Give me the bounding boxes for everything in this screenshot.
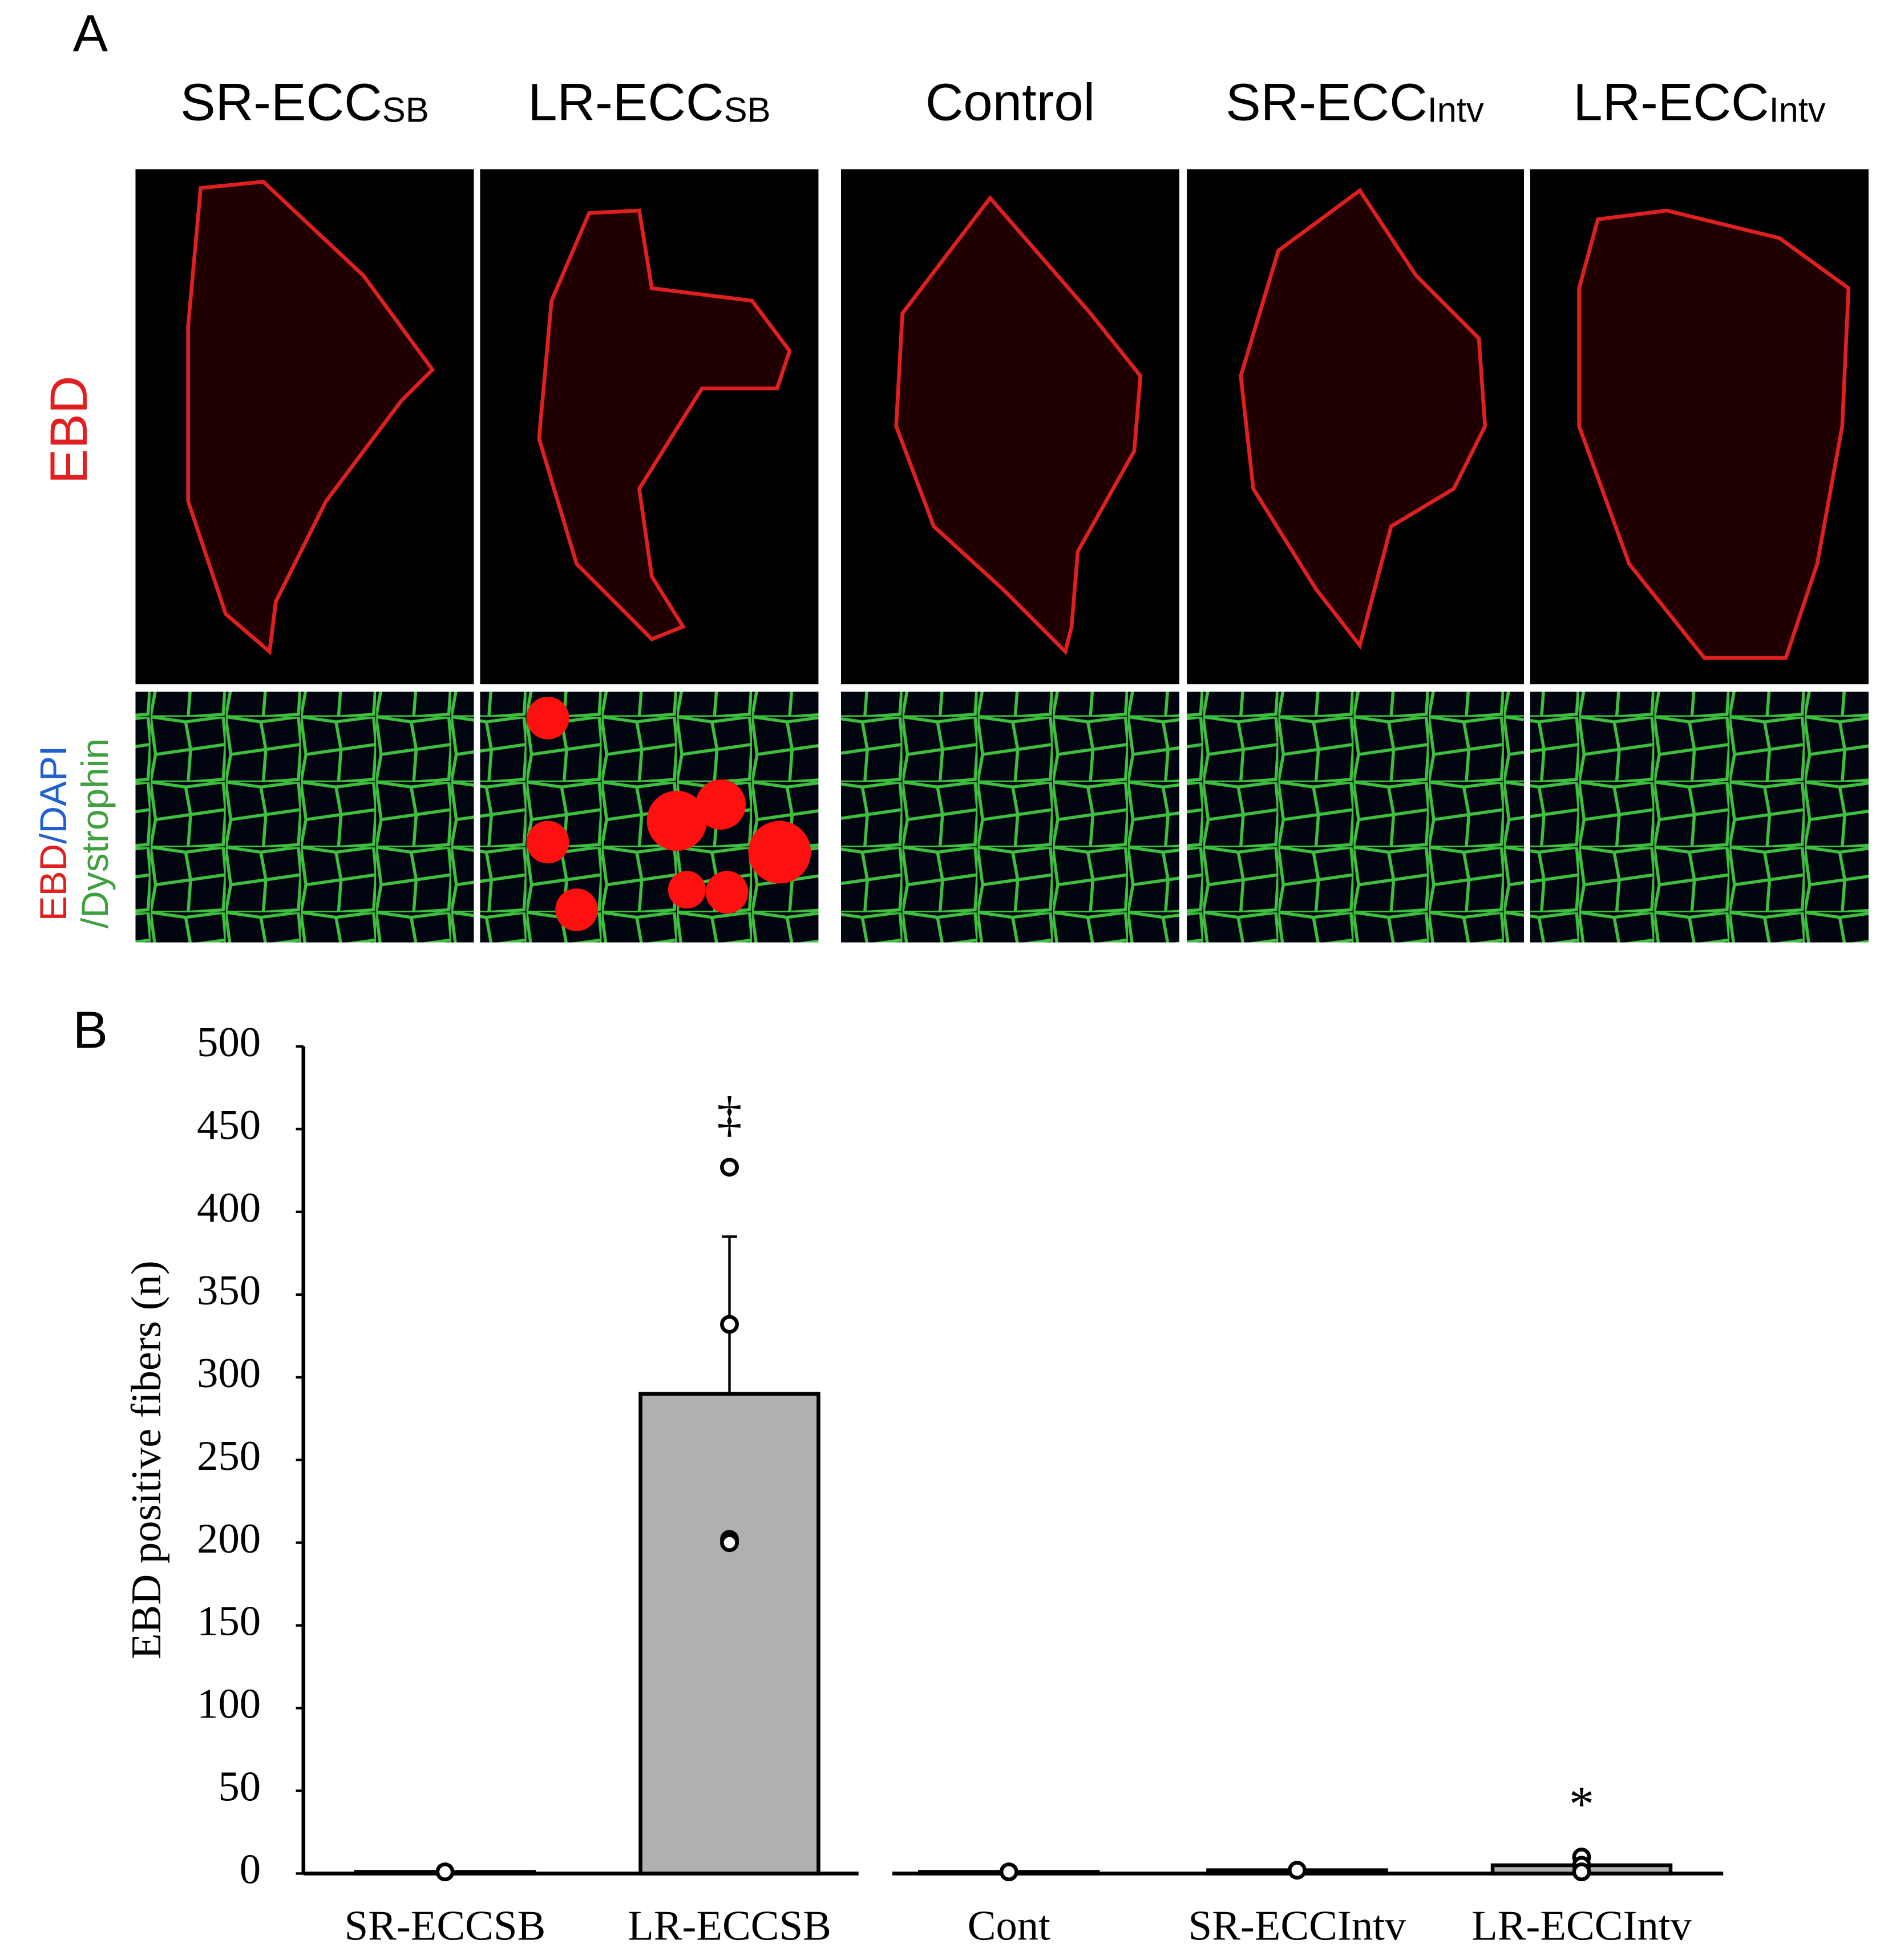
y-tick-label: 450 <box>197 1101 261 1149</box>
x-tick-label: SR-ECCSB <box>345 1902 546 1949</box>
muscle-section <box>1239 188 1487 650</box>
micrographs <box>135 169 1869 943</box>
y-tick-label: 100 <box>197 1680 261 1728</box>
x-tick-label: SR-ECCIntv <box>1188 1902 1406 1949</box>
data-point <box>435 1862 455 1882</box>
annotation: * <box>1569 1777 1594 1832</box>
column-header: LR-ECCSB <box>528 72 770 132</box>
column-header-text: LR-ECC <box>1573 72 1769 132</box>
data-point <box>1287 1861 1307 1880</box>
y-tick-label: 50 <box>218 1763 261 1811</box>
panel-b: B EBD positive fibers (n) 0 50 100 150 200 25… <box>73 1000 1724 1949</box>
ebd-fiber <box>748 821 811 884</box>
panel-a: A EBD EBD/DAPI /Dystrophin <box>33 3 1869 943</box>
row-label-part: /Dystrophin <box>74 738 116 928</box>
muscle-section <box>186 180 435 656</box>
row-label-part: /DAPI <box>33 746 75 844</box>
row-label-part: EBD <box>33 844 75 921</box>
column-header-sub: Intv <box>1428 91 1484 130</box>
y-tick-label: 400 <box>197 1184 261 1231</box>
column-header-sub: SB <box>724 91 771 130</box>
column-header-text: SR-ECC <box>180 72 382 132</box>
x-tick-label: LR-ECCSB <box>628 1902 831 1949</box>
y-tick-label: 200 <box>197 1515 261 1562</box>
x-tick-label: Cont <box>968 1902 1050 1949</box>
column-header: Control <box>925 72 1095 132</box>
ebd-fiber <box>668 871 706 909</box>
y-tick-label: 250 <box>197 1432 261 1480</box>
image <box>1187 692 1524 943</box>
ebd-fiber <box>526 697 569 739</box>
bar <box>638 1392 820 1876</box>
row-label: EBD <box>39 375 98 484</box>
panel-label: B <box>73 1000 108 1059</box>
column-header: SR-ECCIntv <box>1226 72 1484 132</box>
data-point <box>720 1315 739 1334</box>
column-header-text: SR-ECC <box>1226 72 1428 132</box>
panel-label: A <box>73 3 108 63</box>
column-header-text: Control <box>925 72 1095 132</box>
y-tick-label: 0 <box>240 1846 261 1893</box>
y-tick-label: 300 <box>197 1349 261 1397</box>
ebd-fiber <box>646 790 707 851</box>
y-tick-label: 150 <box>197 1598 261 1645</box>
ebd-fiber <box>705 871 749 914</box>
column-header-sub: Intv <box>1769 91 1826 130</box>
x-tick-label: LR-ECCIntv <box>1471 1902 1692 1949</box>
image <box>1530 692 1869 943</box>
image <box>840 692 1179 943</box>
column-header-sub: SB <box>382 91 429 130</box>
data-point <box>720 1158 739 1177</box>
data-point <box>720 1533 739 1553</box>
row-label: EBD/DAPI /Dystrophin <box>33 738 116 928</box>
muscle-section <box>537 208 792 641</box>
data-point <box>1572 1862 1591 1882</box>
ebd-fiber <box>696 779 746 830</box>
muscle-section <box>894 195 1143 656</box>
ebd-fiber <box>555 888 598 931</box>
y-axis-label: EBD positive fibers (n) <box>123 1260 170 1659</box>
column-header-text: LR-ECC <box>528 72 723 132</box>
image <box>135 692 474 943</box>
column-header: LR-ECCIntv <box>1573 72 1826 132</box>
y-tick-label: 500 <box>197 1019 261 1066</box>
column-header: SR-ECCSB <box>180 72 429 132</box>
svg-text:EBD/DAPI: EBD/DAPI <box>33 746 75 922</box>
ebd-fiber <box>526 821 569 864</box>
y-tick-label: 350 <box>197 1267 261 1314</box>
data-point <box>999 1862 1018 1882</box>
annotation: ‡ <box>717 1087 742 1142</box>
muscle-section <box>1577 208 1851 660</box>
